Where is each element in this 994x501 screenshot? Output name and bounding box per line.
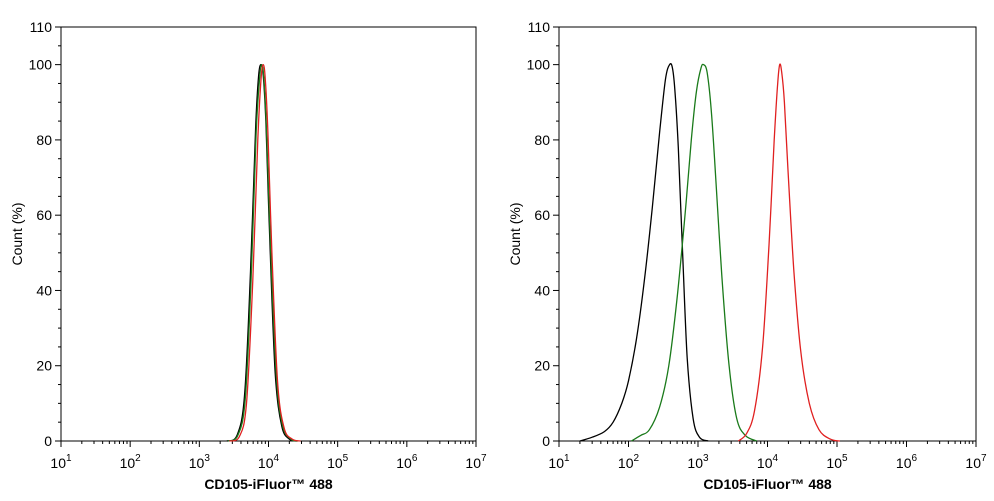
y-tick-label: 80 [534, 132, 550, 148]
y-tick-label: 80 [36, 132, 52, 148]
y-tick-label: 100 [29, 57, 53, 73]
y-axis-title: Count (%) [9, 202, 25, 265]
histogram-panel-right: 101 102 103 104 105 106 107020406080100110Coun… [507, 19, 987, 492]
x-tick-exponent: 5 [343, 453, 349, 464]
y-tick-label: 0 [44, 433, 52, 449]
x-tick-base: 10 [965, 455, 981, 471]
x-tick-label: 107 [465, 453, 487, 471]
x-tick-base: 10 [120, 455, 136, 471]
x-tick-label: 103 [189, 453, 211, 471]
x-axis-title: CD105-iFluor™ 488 [204, 476, 333, 492]
x-tick-label: 104 [258, 453, 280, 471]
x-tick-label: 103 [687, 453, 709, 471]
x-tick-exponent: 3 [204, 453, 210, 464]
y-tick-label: 20 [534, 358, 550, 374]
x-tick-exponent: 7 [481, 453, 487, 464]
x-tick-label: 102 [618, 453, 640, 471]
x-tick-label: 102 [120, 453, 142, 471]
x-tick-base: 10 [826, 455, 842, 471]
x-axis-title: CD105-iFluor™ 488 [703, 476, 832, 492]
x-tick-exponent: 3 [703, 453, 709, 464]
y-tick-label: 40 [36, 282, 52, 298]
x-tick-label: 106 [396, 453, 418, 471]
x-tick-exponent: 1 [66, 453, 72, 464]
plot-frame [558, 26, 977, 442]
y-tick-label: 100 [527, 57, 551, 73]
y-tick-label: 60 [36, 207, 52, 223]
histogram-curve-1 [631, 63, 757, 442]
x-tick-base: 10 [465, 455, 481, 471]
x-tick-base: 10 [396, 455, 412, 471]
x-tick-exponent: 2 [634, 453, 640, 464]
x-tick-label: 105 [826, 453, 848, 471]
histogram-panel-left: 101 102 103 104 105 106 107020406080100110Coun… [9, 19, 487, 492]
y-axis-title: Count (%) [507, 202, 523, 265]
x-tick-base: 10 [327, 455, 343, 471]
x-tick-exponent: 6 [412, 453, 418, 464]
x-tick-label: 105 [327, 453, 349, 471]
y-tick-label: 20 [36, 358, 52, 374]
x-tick-base: 10 [548, 455, 564, 471]
x-tick-exponent: 2 [135, 453, 141, 464]
x-tick-exponent: 4 [274, 453, 280, 464]
y-tick-label: 40 [534, 282, 550, 298]
x-tick-base: 10 [189, 455, 205, 471]
x-tick-base: 10 [50, 455, 66, 471]
histogram-curve-0 [579, 63, 709, 442]
histogram-curve-0 [226, 63, 298, 442]
x-tick-label: 106 [896, 453, 918, 471]
x-tick-label: 107 [965, 453, 987, 471]
x-tick-exponent: 1 [564, 453, 570, 464]
x-tick-exponent: 6 [912, 453, 918, 464]
histogram-curve-2 [228, 63, 301, 442]
y-tick-label: 60 [534, 207, 550, 223]
x-tick-exponent: 5 [842, 453, 848, 464]
x-tick-exponent: 7 [981, 453, 987, 464]
x-tick-base: 10 [618, 455, 634, 471]
x-tick-base: 10 [757, 455, 773, 471]
plot-frame [60, 26, 477, 442]
y-tick-label: 0 [542, 433, 550, 449]
histogram-curve-1 [227, 63, 299, 442]
y-tick-label: 110 [528, 19, 551, 35]
x-tick-label: 101 [548, 453, 570, 471]
histogram-curve-2 [737, 63, 841, 442]
x-tick-label: 101 [50, 453, 72, 471]
x-tick-base: 10 [896, 455, 912, 471]
x-tick-base: 10 [258, 455, 274, 471]
x-tick-exponent: 4 [773, 453, 779, 464]
y-tick-label: 110 [30, 19, 53, 35]
x-tick-label: 104 [757, 453, 779, 471]
x-tick-base: 10 [687, 455, 703, 471]
